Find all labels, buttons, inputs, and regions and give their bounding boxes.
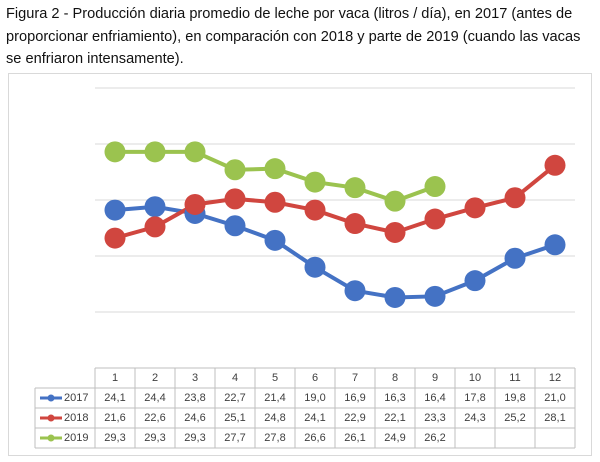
- table-value: 22,6: [144, 412, 165, 424]
- point: [304, 171, 326, 193]
- x-tick-label: 11: [509, 372, 520, 384]
- legend-marker: [47, 394, 55, 402]
- point: [264, 191, 286, 213]
- table-value: 24,8: [264, 412, 285, 424]
- table-value: 24,3: [464, 412, 485, 424]
- point: [384, 286, 406, 308]
- legend-marker: [47, 414, 55, 422]
- point: [344, 177, 366, 199]
- table-value: 21,6: [104, 412, 125, 424]
- table-value: 16,3: [384, 392, 405, 404]
- table-value: 23,8: [184, 392, 205, 404]
- x-tick-label: 4: [232, 372, 238, 384]
- chart-title: Figura 2 - Producción diaria promedio de…: [6, 6, 581, 67]
- point: [264, 158, 286, 180]
- point: [424, 176, 446, 198]
- point: [184, 193, 206, 215]
- point: [144, 216, 166, 238]
- table-value: 24,1: [304, 412, 325, 424]
- point: [224, 188, 246, 210]
- table-value: 17,8: [464, 392, 485, 404]
- point: [104, 227, 126, 249]
- table-value: 23,3: [424, 412, 445, 424]
- table-value: 24,9: [384, 432, 405, 444]
- x-tick-label: 6: [312, 372, 318, 384]
- table-value: 16,9: [344, 392, 365, 404]
- table-value: 29,3: [184, 432, 205, 444]
- point: [424, 208, 446, 230]
- point: [424, 285, 446, 307]
- table-value: 27,8: [264, 432, 285, 444]
- x-tick-label: 3: [192, 372, 198, 384]
- x-tick-label: 1: [112, 372, 118, 384]
- x-tick-label: 7: [352, 372, 358, 384]
- x-tick-label: 12: [549, 372, 561, 384]
- point: [304, 199, 326, 221]
- point: [464, 270, 486, 292]
- series-line: [114, 163, 557, 241]
- table-value: 26,2: [424, 432, 445, 444]
- table-value: 27,7: [224, 432, 245, 444]
- table-value: 25,2: [504, 412, 525, 424]
- point: [264, 229, 286, 251]
- point: [504, 187, 526, 209]
- table-value: 16,4: [424, 392, 445, 404]
- table-value: 24,4: [144, 392, 165, 404]
- point: [344, 280, 366, 302]
- point: [304, 256, 326, 278]
- point: [104, 141, 126, 163]
- point: [184, 141, 206, 163]
- table-value: 24,1: [104, 392, 125, 404]
- point: [504, 247, 526, 269]
- point: [144, 141, 166, 163]
- point: [144, 196, 166, 218]
- point: [544, 234, 566, 256]
- x-tick-label: 10: [469, 372, 481, 384]
- table-value: 28,1: [544, 412, 565, 424]
- x-tick-label: 5: [272, 372, 278, 384]
- table-value: 22,9: [344, 412, 365, 424]
- point: [104, 199, 126, 221]
- point: [384, 190, 406, 212]
- table-value: 26,6: [304, 432, 325, 444]
- legend-label: 2019: [64, 432, 88, 444]
- table-value: 24,6: [184, 412, 205, 424]
- point: [544, 154, 566, 176]
- table-value: 21,0: [544, 392, 565, 404]
- chart-frame: [8, 73, 592, 456]
- table-value: 25,1: [224, 412, 245, 424]
- point: [344, 213, 366, 235]
- x-tick-label: 8: [392, 372, 398, 384]
- legend-marker: [47, 434, 55, 442]
- table-value: 22,1: [384, 412, 405, 424]
- table-value: 29,3: [144, 432, 165, 444]
- table-value: 22,7: [224, 392, 245, 404]
- legend-label: 2018: [64, 412, 88, 424]
- legend-label: 2017: [64, 392, 88, 404]
- point: [224, 159, 246, 181]
- table-value: 26,1: [344, 432, 365, 444]
- table-value: 21,4: [264, 392, 285, 404]
- point: [224, 215, 246, 237]
- table-value: 19,8: [504, 392, 525, 404]
- x-tick-label: 2: [152, 372, 158, 384]
- point: [464, 197, 486, 219]
- point: [384, 221, 406, 243]
- table-value: 19,0: [304, 392, 325, 404]
- x-tick-label: 9: [432, 372, 438, 384]
- table-value: 29,3: [104, 432, 125, 444]
- series-line: [114, 204, 556, 300]
